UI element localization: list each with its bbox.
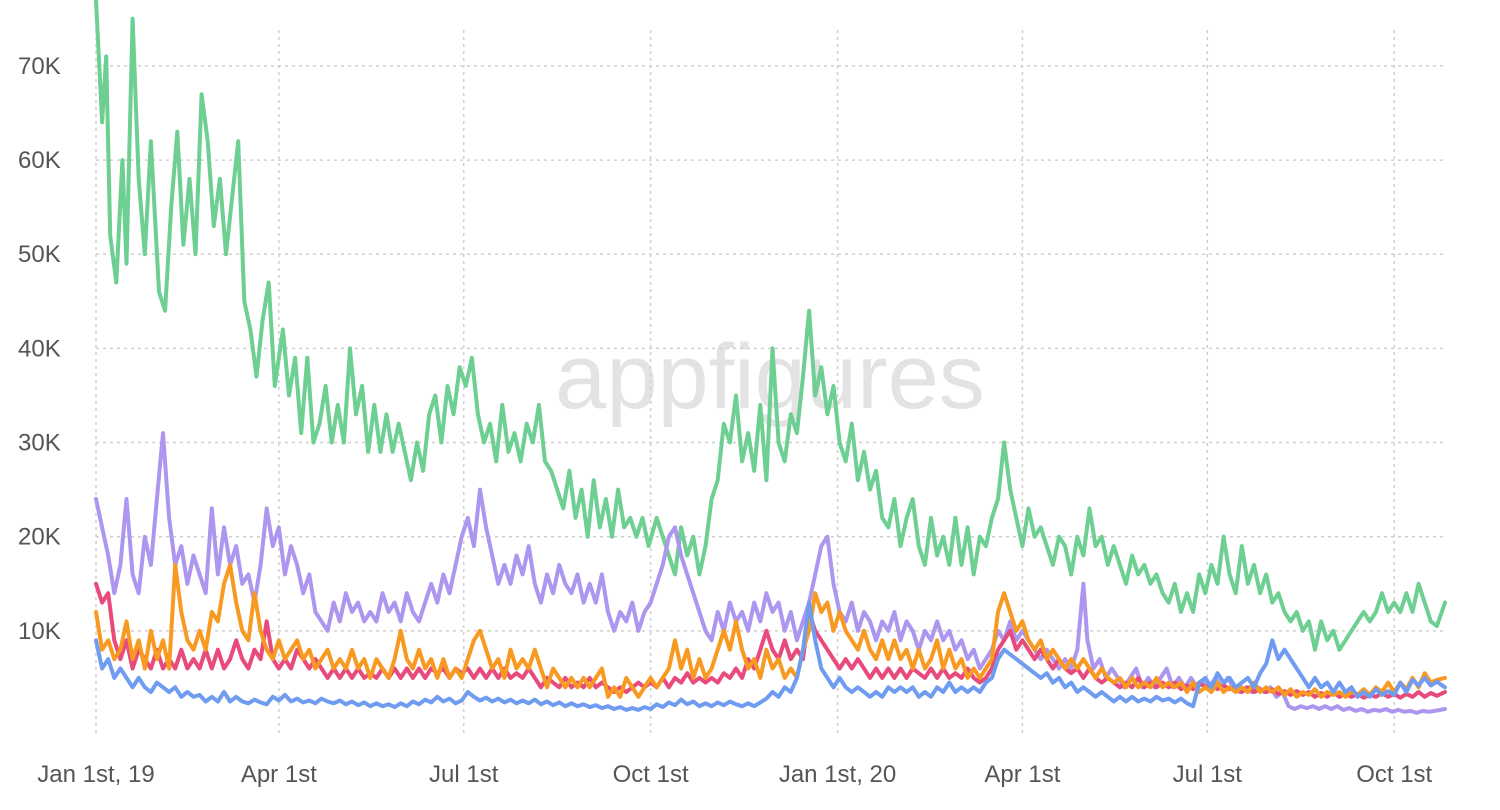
series-line-5	[94, 600, 1447, 712]
series-line-3	[94, 581, 1447, 700]
x-tick-label: Jan 1st, 20	[779, 761, 896, 788]
x-tick-label: Oct 1st	[613, 761, 689, 788]
y-tick-label: 40K	[18, 335, 61, 362]
y-tick-label: 70K	[18, 53, 61, 80]
y-tick-label: 60K	[18, 147, 61, 174]
x-tick-label: Apr 1st	[241, 761, 317, 788]
series-layer	[94, 0, 1447, 715]
x-tick-label: Jul 1st	[1173, 761, 1243, 788]
y-tick-label: 10K	[18, 618, 61, 645]
x-tick-label: Oct 1st	[1356, 761, 1432, 788]
series-line-4	[94, 562, 1447, 699]
axis-layer: 10K 20K 30K 40K 50K 60K 70K Jan 1st, 19 Apr 1st J…	[18, 53, 1433, 788]
y-tick-label: 50K	[18, 241, 61, 268]
y-tick-label: 20K	[18, 524, 61, 551]
x-tick-label: Jan 1st, 19	[37, 761, 154, 788]
x-tick-label: Jul 1st	[429, 761, 499, 788]
series-line-1	[94, 0, 1447, 652]
y-tick-label: 30K	[18, 430, 61, 457]
series-line-2	[94, 431, 1447, 715]
x-tick-label: Apr 1st	[984, 761, 1060, 788]
